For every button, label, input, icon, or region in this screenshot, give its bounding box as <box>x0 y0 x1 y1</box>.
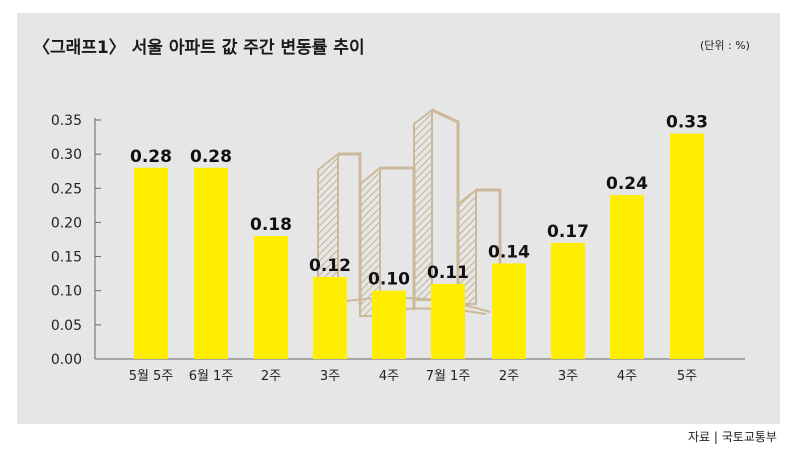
y-tick-label: 0.15 <box>51 250 82 266</box>
data-label: 0.24 <box>606 174 648 194</box>
category-label: 5주 <box>677 369 697 384</box>
category-label: 5월 5주 <box>129 369 174 384</box>
y-tick-label: 0.05 <box>51 318 82 334</box>
bar <box>551 242 585 359</box>
bar <box>254 236 288 359</box>
category-label: 2주 <box>261 369 281 384</box>
category-labels-group: 5월 5주 6월 1주 2주 3주 4주 7월 1주 2주 3주 4주 5주 <box>129 369 697 384</box>
bar <box>134 167 168 359</box>
data-label: 0.17 <box>547 222 589 242</box>
category-label: 3주 <box>320 369 340 384</box>
data-label: 0.18 <box>250 215 292 235</box>
category-label: 6월 1주 <box>189 369 234 384</box>
y-tick-label: 0.25 <box>51 181 82 197</box>
category-label: 2주 <box>499 369 519 384</box>
data-label: 0.14 <box>488 242 530 262</box>
bar <box>372 290 406 359</box>
bar <box>431 283 465 359</box>
y-tick-label: 0.00 <box>51 352 82 368</box>
data-label: 0.28 <box>190 147 232 167</box>
data-label: 0.33 <box>666 113 708 133</box>
source-note: 자료 | 국토교통부 <box>688 430 777 444</box>
chart-title: 〈그래프1〉 서울 아파트 값 주간 변동률 추이 <box>33 38 365 58</box>
bar <box>194 167 228 359</box>
data-labels-group: 0.28 0.28 0.18 0.12 0.10 0.11 0.14 0.17 0.24 0.33 <box>130 113 708 290</box>
data-label: 0.11 <box>427 263 469 283</box>
category-label: 4주 <box>617 369 637 384</box>
category-label: 7월 1주 <box>426 369 471 384</box>
y-tick-label: 0.20 <box>51 215 82 231</box>
y-tick-label: 0.35 <box>51 113 82 129</box>
y-tick-labels: 0.00 0.05 0.10 0.15 0.20 0.25 0.30 0.35 <box>51 113 101 368</box>
category-label: 3주 <box>558 369 578 384</box>
data-label: 0.12 <box>309 256 351 276</box>
bar <box>492 263 526 359</box>
unit-label: (단위 : %) <box>700 39 750 52</box>
bars-group <box>134 133 704 359</box>
data-label: 0.28 <box>130 147 172 167</box>
y-tick-label: 0.10 <box>51 284 82 300</box>
category-label: 4주 <box>379 369 399 384</box>
bar <box>610 195 644 359</box>
bar <box>313 277 347 359</box>
y-tick-label: 0.30 <box>51 147 82 163</box>
data-label: 0.10 <box>368 270 410 290</box>
bar <box>670 133 704 359</box>
buildings-illustration <box>317 107 502 323</box>
